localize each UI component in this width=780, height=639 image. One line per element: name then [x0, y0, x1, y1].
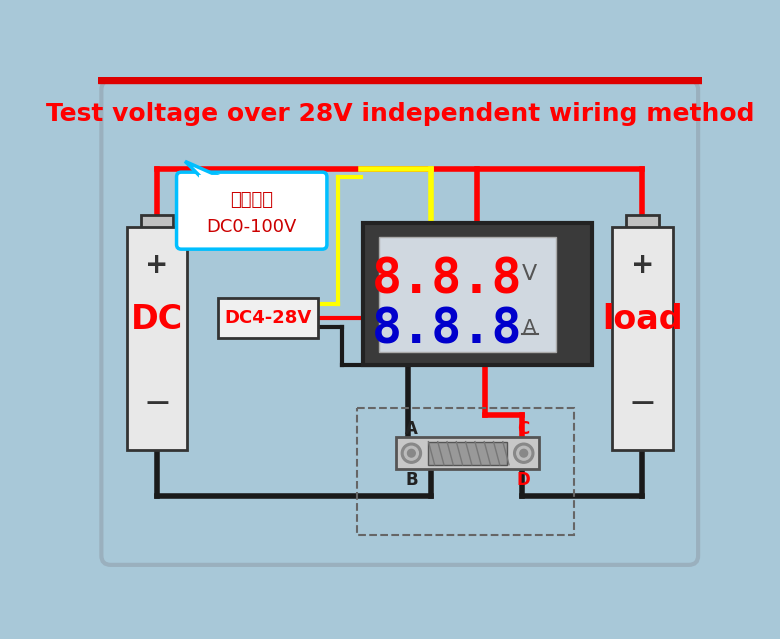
Bar: [396, 437, 539, 470]
Circle shape: [520, 449, 527, 457]
Bar: [218, 298, 318, 339]
Circle shape: [514, 443, 534, 463]
Text: A: A: [405, 420, 418, 438]
Text: −: −: [629, 387, 656, 420]
Text: D: D: [517, 471, 530, 489]
Text: 8.8.8: 8.8.8: [372, 305, 523, 353]
Polygon shape: [185, 162, 220, 177]
Circle shape: [401, 443, 421, 463]
Text: V: V: [523, 264, 537, 284]
Bar: [363, 223, 592, 366]
Bar: [141, 215, 173, 228]
Bar: [626, 215, 658, 228]
Bar: [612, 227, 672, 450]
Bar: [379, 237, 555, 351]
Bar: [428, 442, 507, 465]
Circle shape: [517, 446, 530, 460]
Text: B: B: [405, 471, 417, 489]
Text: 测量范围: 测量范围: [230, 191, 273, 209]
FancyBboxPatch shape: [176, 172, 327, 249]
Text: +: +: [146, 251, 168, 279]
Text: −: −: [144, 387, 171, 420]
Bar: [98, 77, 702, 83]
Text: load: load: [602, 303, 682, 335]
Text: DC: DC: [131, 303, 183, 335]
Text: Test voltage over 28V independent wiring method: Test voltage over 28V independent wiring…: [45, 102, 754, 126]
FancyBboxPatch shape: [101, 81, 698, 565]
Circle shape: [407, 449, 415, 457]
Bar: [127, 227, 187, 450]
Text: DC0-100V: DC0-100V: [207, 218, 297, 236]
Text: DC4-28V: DC4-28V: [225, 309, 312, 327]
Text: A: A: [523, 318, 537, 337]
Text: +: +: [631, 251, 654, 279]
Text: 8.8.8: 8.8.8: [372, 255, 523, 303]
Circle shape: [404, 446, 418, 460]
Text: C: C: [518, 420, 530, 438]
Bar: [357, 408, 574, 535]
